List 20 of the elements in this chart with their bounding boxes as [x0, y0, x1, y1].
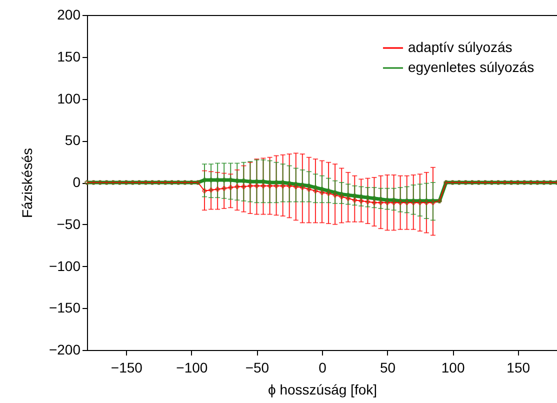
- y-tick-label: 150: [57, 48, 81, 64]
- legend-label: adaptív súlyozás: [408, 39, 512, 55]
- x-tick-label: −150: [110, 360, 143, 376]
- y-tick-label: 50: [64, 132, 81, 148]
- x-tick-label: 100: [441, 360, 465, 376]
- y-tick-label: −150: [48, 300, 81, 316]
- x-tick-label: −50: [245, 360, 270, 376]
- y-tick-label: 100: [57, 90, 81, 106]
- y-tick-label: −200: [48, 342, 81, 358]
- x-tick-label: 50: [380, 360, 396, 376]
- legend-label: egyenletes súlyozás: [408, 59, 534, 75]
- y-tick-label: −50: [56, 216, 81, 232]
- x-tick-label: −100: [176, 360, 208, 376]
- y-tick-label: 0: [72, 174, 81, 190]
- x-tick-label: 150: [506, 360, 530, 376]
- y-tick-label: −100: [48, 258, 81, 274]
- x-tick-label: 0: [318, 360, 327, 376]
- y-tick-label: 200: [57, 6, 81, 22]
- y-axis-title: Fáziskésés: [18, 148, 35, 218]
- x-axis-title: ϕ hosszúság [fok]: [268, 382, 378, 398]
